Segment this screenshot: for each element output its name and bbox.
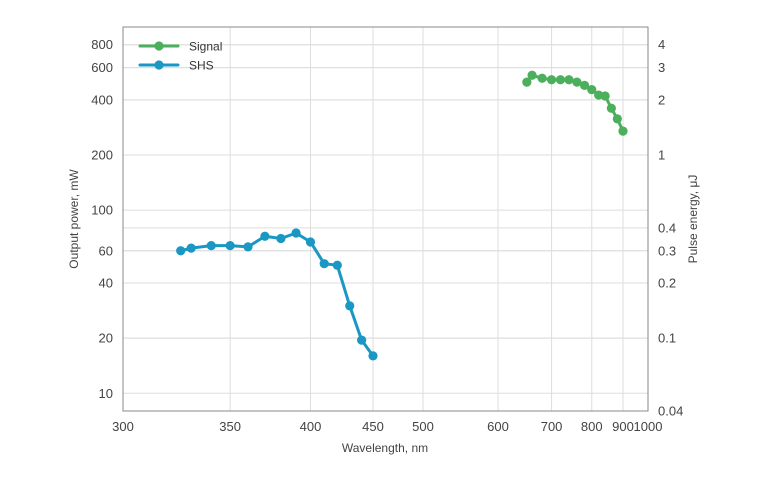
x-tick-label: 800 — [581, 419, 603, 434]
y2-tick-label: 1 — [658, 148, 665, 163]
y-tick-label: 40 — [99, 276, 113, 291]
data-point-signal — [600, 91, 610, 101]
y2-axis-title: Pulse energy, μJ — [686, 175, 700, 264]
y-tick-label: 100 — [91, 203, 113, 218]
y2-axis-ticks: 0.04 0.1 0.2 0.3 0.4 1 2 3 4 — [658, 37, 683, 418]
x-tick-label: 900 — [612, 419, 634, 434]
y-tick-label: 200 — [91, 148, 113, 163]
data-point-signal — [587, 85, 597, 95]
x-tick-label: 400 — [300, 419, 322, 434]
data-point-shs — [186, 243, 196, 253]
data-point-shs — [345, 301, 355, 311]
data-point-signal — [546, 75, 557, 85]
series-shs — [176, 228, 378, 361]
data-point-shs — [206, 241, 216, 251]
grid — [123, 27, 648, 412]
y2-tick-label: 0.3 — [658, 243, 676, 258]
legend-item-shs: SHS — [138, 59, 214, 73]
data-point-shs — [357, 335, 367, 345]
x-axis-title: Wavelength, nm — [342, 441, 428, 455]
y-tick-label: 600 — [91, 60, 113, 75]
x-tick-label: 600 — [487, 419, 509, 434]
y-tick-label: 60 — [99, 243, 113, 258]
legend-label-signal: Signal — [189, 40, 222, 54]
y-tick-label: 20 — [99, 331, 113, 346]
data-point-signal — [579, 80, 590, 90]
data-point-shs — [225, 241, 235, 251]
y2-tick-label: 0.1 — [658, 331, 676, 346]
data-point-signal — [618, 126, 628, 136]
series-layer — [176, 70, 628, 361]
y2-tick-label: 4 — [658, 37, 665, 52]
data-point-signal — [527, 70, 537, 80]
y-tick-label: 400 — [91, 92, 113, 107]
data-point-signal — [572, 77, 582, 87]
data-point-signal — [564, 75, 574, 85]
data-point-signal — [537, 73, 547, 83]
y-axis-ticks: 10 20 40 60 100 200 400 600 800 — [91, 37, 113, 401]
data-point-shs — [319, 259, 329, 269]
x-tick-label: 700 — [541, 419, 563, 434]
legend-marker-shs — [154, 60, 164, 70]
series-line-shs — [179, 231, 375, 358]
x-tick-label: 500 — [412, 419, 434, 434]
y-axis-title: Output power, mW — [67, 169, 81, 269]
x-tick-label: 300 — [112, 419, 134, 434]
data-point-signal — [612, 114, 622, 124]
data-point-shs — [305, 237, 316, 247]
legend-label-shs: SHS — [189, 59, 214, 73]
y2-tick-label: 0.04 — [658, 404, 683, 419]
legend-marker-signal — [154, 41, 164, 51]
data-point-shs — [332, 260, 342, 270]
x-tick-label: 450 — [362, 419, 384, 434]
x-tick-label: 350 — [219, 419, 241, 434]
data-point-signal — [606, 103, 616, 113]
data-point-shs — [260, 231, 270, 241]
data-point-shs — [243, 242, 253, 252]
plot-frame — [122, 26, 649, 412]
legend: Signal SHS — [138, 40, 222, 73]
legend-item-signal: Signal — [138, 40, 222, 54]
data-point-shs — [276, 233, 286, 244]
y-tick-label: 800 — [91, 37, 113, 52]
y2-tick-label: 0.4 — [658, 220, 676, 235]
x-axis-ticks: 300 350 400 450 500 600 700 800 900 1000 — [112, 419, 662, 434]
y2-tick-label: 3 — [658, 60, 665, 75]
y2-tick-label: 0.2 — [658, 276, 676, 291]
y2-tick-label: 2 — [658, 92, 665, 107]
x-tick-label: 1000 — [634, 419, 663, 434]
y-tick-label: 10 — [99, 386, 113, 401]
series-signal — [522, 70, 628, 136]
data-point-shs — [368, 351, 378, 361]
data-point-signal — [522, 77, 532, 87]
data-point-shs — [291, 228, 301, 238]
data-point-signal — [555, 75, 566, 85]
data-point-shs — [176, 246, 186, 256]
